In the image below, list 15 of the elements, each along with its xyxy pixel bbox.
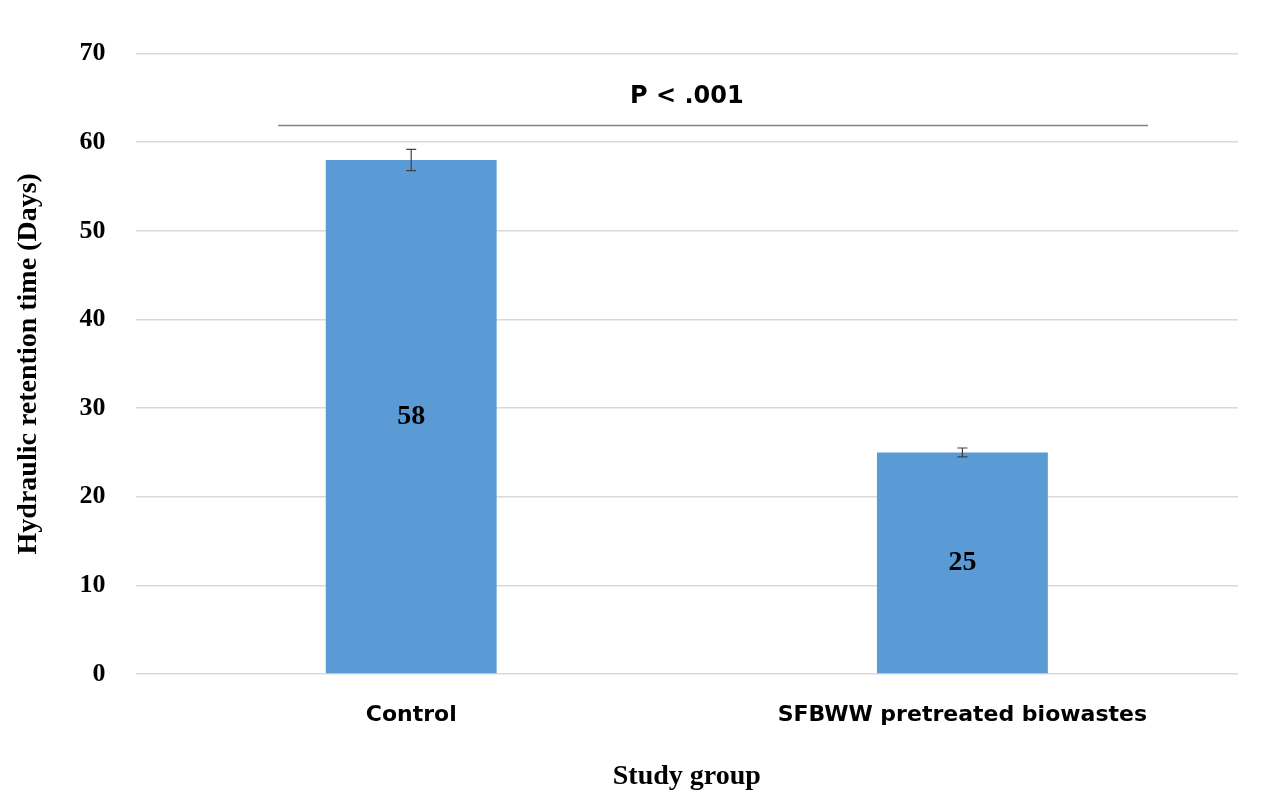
x-tick-label: SFBWW pretreated biowastes <box>777 700 1148 726</box>
y-tick-label: 20 <box>79 480 106 510</box>
x-axis-title: Study group <box>612 759 761 791</box>
y-tick-label: 30 <box>79 391 106 421</box>
y-tick-label: 0 <box>92 657 106 687</box>
y-tick-label: 40 <box>79 303 106 333</box>
data-label: 25 <box>948 545 977 577</box>
annotation: P < .001 <box>629 80 744 109</box>
y-axis-title: Hydraulic retention time (Days) <box>11 173 43 555</box>
y-tick-label: 60 <box>79 125 106 155</box>
y-tick-label: 10 <box>79 569 106 599</box>
y-tick-label: 70 <box>79 37 106 67</box>
y-tick-label: 50 <box>79 214 106 244</box>
data-label: 58 <box>397 398 426 430</box>
x-tick-label: Control <box>365 700 457 726</box>
